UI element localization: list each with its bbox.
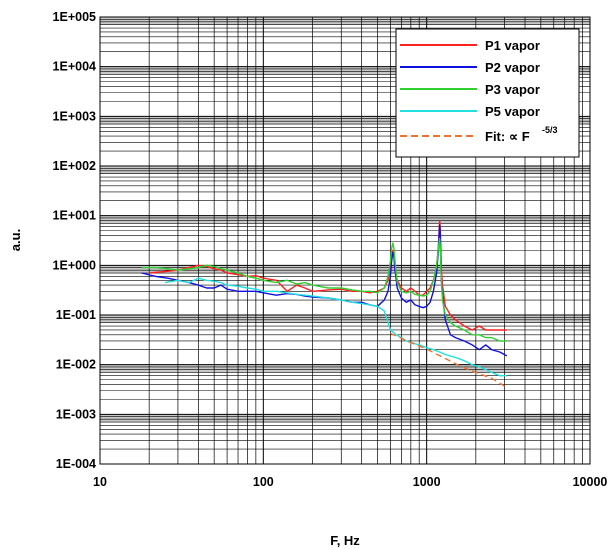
x-tick-label: 100 xyxy=(253,475,274,489)
legend-label-p1: P1 vapor xyxy=(485,38,540,53)
grid-band xyxy=(100,116,590,125)
grid-band xyxy=(100,315,590,323)
series-line-3 xyxy=(141,237,507,342)
y-tick-label: 1E+003 xyxy=(53,109,96,123)
legend: P1 vapor P2 vapor P3 vapor P5 vapor Fit:… xyxy=(395,28,580,158)
y-tick-label: 1E+004 xyxy=(53,60,96,74)
y-tick-label: 1E+000 xyxy=(53,258,96,272)
x-tick-label: 1000 xyxy=(413,475,441,489)
y-tick-label: 1E-002 xyxy=(56,358,96,372)
x-tick-label: 10000 xyxy=(573,475,608,489)
grid-band xyxy=(100,166,590,174)
y-tick-label: 1E+001 xyxy=(53,209,96,223)
y-tick-label: 1E-001 xyxy=(56,308,96,322)
plot-frame xyxy=(99,16,591,465)
series-line-4 xyxy=(164,277,507,377)
x-axis-title: F, Hz xyxy=(330,533,360,548)
series-line-1 xyxy=(149,219,507,331)
y-tick-label: 1E-003 xyxy=(56,407,96,421)
legend-label-p5: P5 vapor xyxy=(485,104,540,119)
y-tick-label: 1E+002 xyxy=(53,159,96,173)
legend-label-p3: P3 vapor xyxy=(485,82,540,97)
series-lines xyxy=(141,219,508,387)
grid-lines xyxy=(99,17,590,465)
grid-band xyxy=(100,414,590,423)
x-tick-label: 10 xyxy=(93,475,107,489)
y-tick-label: 1E+005 xyxy=(53,10,96,24)
legend-label-fit: Fit: ∝ F xyxy=(485,129,530,144)
grid-band xyxy=(100,364,590,373)
y-tick-label: 1E-004 xyxy=(56,457,96,471)
grid-band xyxy=(100,17,590,25)
grid-bands xyxy=(100,17,590,423)
series-line-5 xyxy=(390,332,505,387)
legend-label-fit-exponent: -5/3 xyxy=(542,125,558,135)
y-axis-title: a.u. xyxy=(8,229,23,251)
grid-band xyxy=(100,265,590,274)
legend-label-p2: P2 vapor xyxy=(485,60,540,75)
grid-band xyxy=(100,66,590,75)
grid-band xyxy=(100,215,590,224)
tick-labels: 10 100 1000 10000 1E+005 1E+004 1E+003 1E+002 1E… xyxy=(53,10,608,489)
